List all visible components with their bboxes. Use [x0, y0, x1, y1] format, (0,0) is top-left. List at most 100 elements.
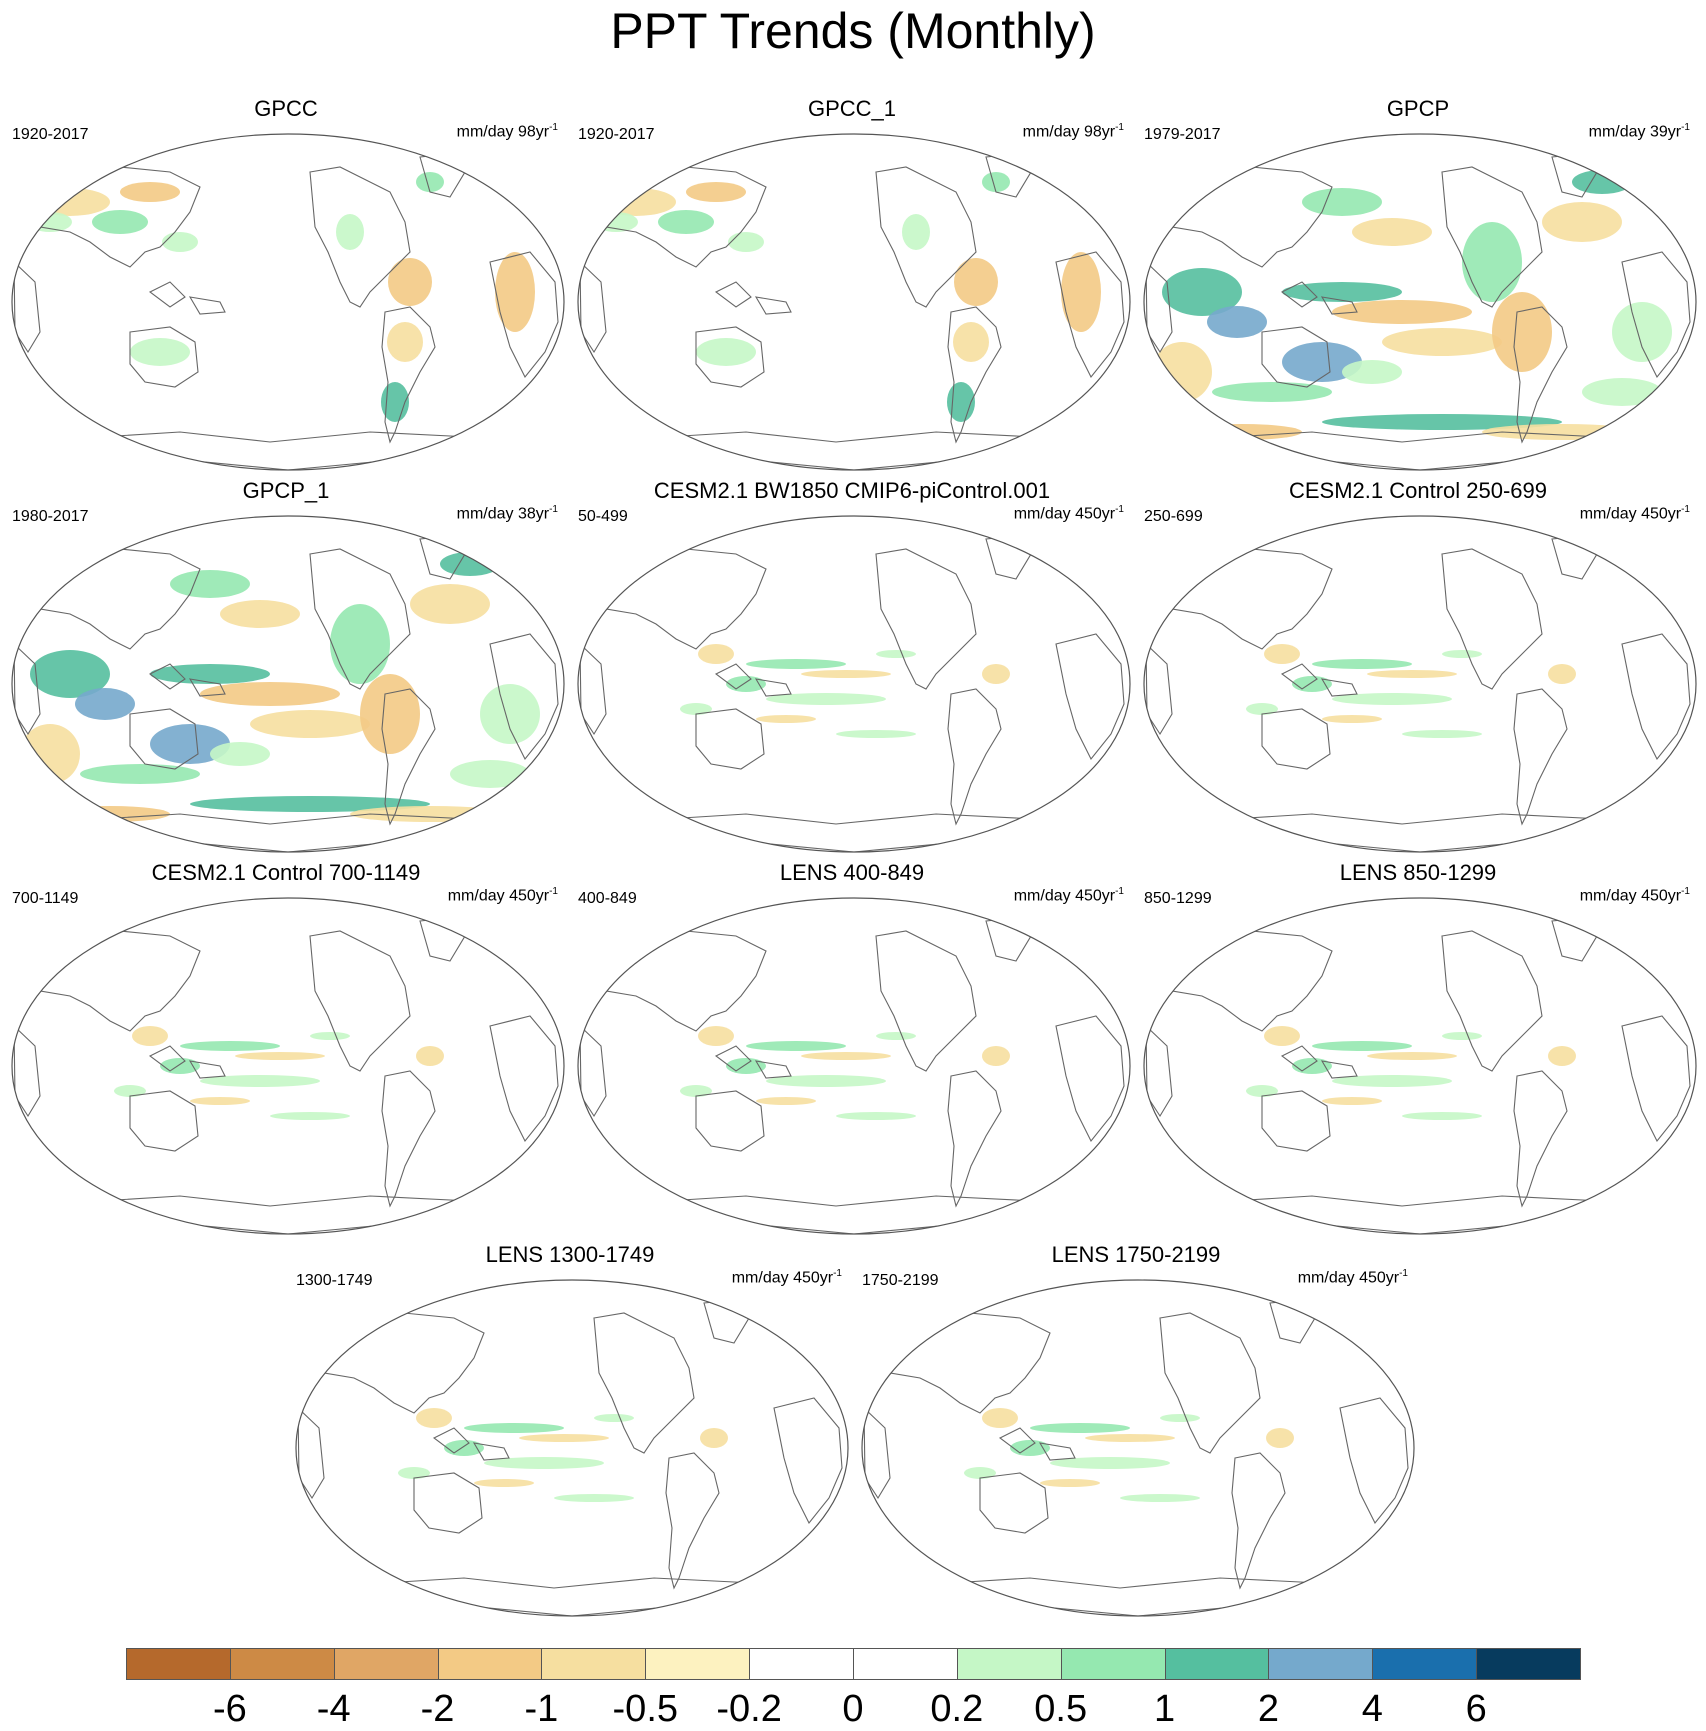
- trend-region: [756, 715, 816, 723]
- coastline: [1055, 633, 1125, 761]
- panel-period: 850-1299: [1144, 890, 1212, 907]
- map-panel: GPCP 1979-2017 mm/day 39yr-1: [1134, 96, 1702, 476]
- colorbar-label: 0.5: [1034, 1688, 1088, 1730]
- trend-region: [696, 338, 756, 366]
- colorbar-label: 6: [1465, 1688, 1487, 1730]
- trend-region: [50, 806, 170, 822]
- colorbar-label: 2: [1257, 1688, 1279, 1730]
- trend-region: [756, 1097, 816, 1105]
- coastline: [19, 548, 201, 650]
- trend-region: [1246, 703, 1278, 715]
- trend-region: [1292, 1058, 1332, 1074]
- coastline: [148, 1045, 186, 1072]
- coastline: [78, 1195, 501, 1234]
- colorbar-swatch: [1476, 1648, 1581, 1680]
- panel-units: mm/day 450yr-1: [732, 1268, 842, 1287]
- colorbar-swatch: [1060, 1648, 1166, 1680]
- units-base: mm/day 38yr: [456, 505, 550, 523]
- map-border: [577, 897, 1131, 1235]
- coastline: [863, 1406, 891, 1500]
- trend-region: [1367, 1052, 1457, 1060]
- panel-period: 1920-2017: [12, 126, 89, 143]
- trend-region: [30, 650, 110, 698]
- coastline: [1320, 296, 1358, 315]
- trend-region: [388, 258, 432, 306]
- coastline: [985, 535, 1032, 580]
- trend-region: [954, 258, 998, 306]
- units-base: mm/day 450yr: [1297, 1269, 1400, 1287]
- coastline: [773, 1397, 843, 1525]
- coastline: [695, 708, 765, 770]
- world-map: [11, 897, 565, 1235]
- coastline: [19, 166, 201, 268]
- units-exponent: -1: [1115, 122, 1124, 133]
- coastline: [754, 678, 792, 697]
- coastline: [1441, 930, 1543, 1072]
- trend-region: [1160, 1414, 1200, 1422]
- trend-region: [1462, 222, 1522, 302]
- world-map: [11, 515, 565, 853]
- coastline: [1441, 166, 1543, 308]
- trend-region: [1612, 302, 1672, 362]
- map-border: [1143, 133, 1697, 471]
- trend-region: [1382, 328, 1502, 356]
- coastline: [869, 1312, 1051, 1414]
- colorbar-label: -6: [212, 1688, 247, 1730]
- trend-region: [1302, 188, 1382, 216]
- panel-title: LENS 1300-1749: [485, 1242, 655, 1267]
- trend-region: [1212, 382, 1332, 402]
- trend-region: [1264, 1026, 1300, 1046]
- coastline: [1261, 326, 1331, 388]
- map-panel: LENS 400-849 400-849 mm/day 450yr-1: [568, 860, 1136, 1240]
- trend-region: [474, 1479, 534, 1487]
- map-border: [11, 133, 565, 471]
- trend-region: [1548, 664, 1576, 684]
- panel-period: 1920-2017: [578, 126, 655, 143]
- panel-units: mm/day 450yr-1: [448, 886, 558, 905]
- map-panel: CESM2.1 Control 250-699 250-699 mm/day 450…: [1134, 478, 1702, 858]
- coastline: [665, 1452, 720, 1590]
- units-exponent: -1: [549, 504, 558, 515]
- coastline: [1280, 663, 1318, 690]
- coastline: [1513, 688, 1568, 826]
- trend-region: [700, 1428, 728, 1448]
- trend-region: [1332, 693, 1452, 705]
- coastline: [1261, 1090, 1331, 1152]
- panel-title: LENS 400-849: [779, 860, 925, 885]
- trend-region: [876, 650, 916, 658]
- map-panel: LENS 850-1299 850-1299 mm/day 450yr-1: [1134, 860, 1702, 1240]
- trend-region: [1352, 218, 1432, 246]
- coastline: [381, 306, 436, 444]
- trend-region: [1264, 644, 1300, 664]
- trend-region: [162, 232, 198, 252]
- trend-region: [519, 1434, 609, 1442]
- coastline: [644, 813, 1067, 852]
- coastline: [1269, 1299, 1316, 1344]
- coastline: [1441, 548, 1543, 690]
- units-base: mm/day 39yr: [1588, 123, 1682, 141]
- map-border: [577, 515, 1131, 853]
- trend-region: [554, 1494, 634, 1502]
- map-panel: GPCC 1920-2017 mm/day 98yr-1: [2, 96, 570, 476]
- coastline: [644, 431, 1067, 470]
- trend-region: [180, 1041, 280, 1051]
- coastline: [875, 548, 977, 690]
- trend-region: [1332, 1075, 1452, 1087]
- trend-region: [1050, 1457, 1170, 1469]
- coastline: [1055, 251, 1125, 379]
- coastline: [754, 1060, 792, 1079]
- map-border: [1143, 515, 1697, 853]
- coastline: [1339, 1397, 1409, 1525]
- trend-region: [440, 552, 500, 576]
- trend-region: [1182, 424, 1302, 440]
- units-base: mm/day 450yr: [1013, 505, 1116, 523]
- world-map: [1143, 515, 1697, 853]
- map-panel: CESM2.1 BW1850 CMIP6-piControl.001 50-499…: [568, 478, 1136, 858]
- trend-region: [982, 1408, 1018, 1428]
- trend-region: [1292, 676, 1332, 692]
- colorbar: [126, 1648, 1581, 1680]
- coastline: [1231, 1452, 1286, 1590]
- colorbar-swatch: [126, 1648, 231, 1680]
- coastline: [309, 930, 411, 1072]
- trend-region: [1322, 1097, 1382, 1105]
